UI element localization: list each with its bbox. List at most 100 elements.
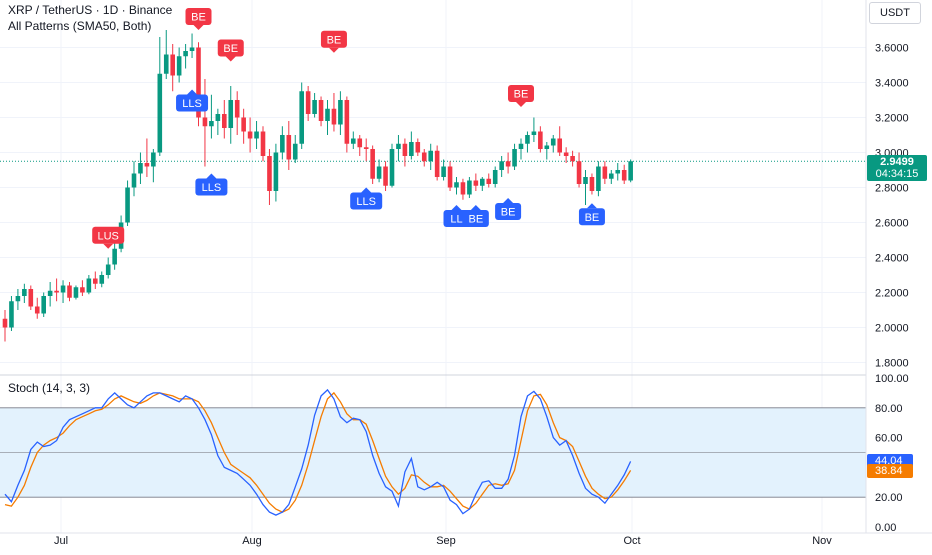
candle <box>525 131 530 153</box>
candle <box>292 135 298 163</box>
currency-selector[interactable]: USDT <box>869 2 921 24</box>
candle <box>22 283 27 303</box>
candle-body <box>47 290 53 296</box>
candle <box>273 143 279 202</box>
time-axis[interactable]: Jul Aug Sep Oct Nov <box>54 535 832 547</box>
candle <box>312 93 317 118</box>
candle <box>460 178 466 200</box>
candle-body <box>589 177 595 191</box>
candle-body <box>28 289 34 307</box>
candle-body <box>260 131 266 156</box>
candle <box>112 243 117 270</box>
candles <box>2 30 633 342</box>
candle-body <box>460 182 466 195</box>
candle-body <box>2 318 8 328</box>
candle-body <box>280 135 285 153</box>
candle <box>15 289 21 310</box>
candle-body <box>421 152 427 162</box>
candle-body <box>473 180 479 186</box>
candle-body <box>254 131 259 139</box>
candle-body <box>202 117 208 127</box>
candle-body <box>286 135 292 160</box>
time-tick-label: Jul <box>54 535 68 547</box>
pattern-label-text: LLS <box>182 98 202 110</box>
candle <box>480 177 485 191</box>
candle-body <box>163 54 169 74</box>
candle <box>151 149 156 183</box>
candle-body <box>331 108 337 125</box>
candle-body <box>383 166 388 186</box>
candle <box>99 271 105 288</box>
candle-body <box>499 161 504 170</box>
candle-body <box>247 131 253 139</box>
candle-body <box>41 296 46 314</box>
candle-body <box>518 143 524 149</box>
candle <box>2 310 8 342</box>
pattern-label: LLS <box>195 173 228 196</box>
candle-body <box>615 170 621 174</box>
candle-body <box>73 287 79 298</box>
candle-body <box>34 306 40 314</box>
candle <box>473 173 479 191</box>
candle <box>254 121 259 149</box>
candle <box>615 163 621 181</box>
candle-body <box>434 150 440 177</box>
candle <box>531 117 537 142</box>
candle <box>338 91 343 135</box>
candle <box>331 93 337 132</box>
candle <box>86 275 92 295</box>
candle <box>280 126 285 160</box>
stoch-tick-label: 100.00 <box>875 373 909 385</box>
pattern-label-pointer <box>516 102 526 107</box>
symbol-title[interactable]: XRP / TetherUS · 1D · Binance <box>8 3 173 17</box>
pattern-label: LUS <box>92 226 125 249</box>
pattern-label: BE <box>495 198 522 220</box>
candle <box>454 177 459 195</box>
pattern-label-box <box>176 94 209 112</box>
candle <box>609 170 614 184</box>
candle-body <box>15 296 21 302</box>
candle <box>499 156 504 177</box>
candle-body <box>583 177 588 184</box>
price-axis[interactable]: 1.80002.00002.20002.40002.60002.80003.00… <box>875 43 909 370</box>
candle <box>402 138 408 167</box>
candle-body <box>131 173 137 188</box>
candle-body <box>467 180 472 195</box>
candle-body <box>22 289 27 296</box>
pattern-label: BE <box>578 203 605 226</box>
pattern-label-box <box>320 30 347 48</box>
candle <box>67 282 72 302</box>
time-tick-label: Sep <box>436 535 456 547</box>
stoch-title[interactable]: Stoch (14, 3, 3) <box>8 381 91 395</box>
candle <box>222 100 227 139</box>
candle-body <box>402 143 408 156</box>
pattern-label-pointer <box>586 203 597 209</box>
pattern-label: LLS <box>176 89 209 112</box>
pattern-label-pointer <box>470 205 481 210</box>
pattern-label-text: LUS <box>97 230 118 242</box>
pattern-label-box <box>578 208 605 226</box>
candle <box>215 108 221 135</box>
pattern-label-box <box>92 226 125 244</box>
candle <box>550 135 556 153</box>
pattern-label-text: LLS <box>202 182 222 194</box>
candle-body <box>222 114 227 128</box>
candle <box>28 285 34 310</box>
candle-body <box>396 143 401 149</box>
pattern-label-pointer <box>206 173 217 179</box>
candle-body <box>151 152 156 167</box>
candle-body <box>125 187 130 223</box>
pattern-label: BE <box>320 30 347 53</box>
candle-body <box>357 138 363 148</box>
candle-body <box>609 173 614 179</box>
pattern-label-pointer <box>503 198 514 203</box>
candle <box>60 280 66 303</box>
candle <box>125 180 130 226</box>
candle <box>318 96 324 127</box>
pattern-label-text: BE <box>223 43 238 55</box>
candle-body <box>215 114 221 121</box>
indicator-title[interactable]: All Patterns (SMA50, Both) <box>8 19 152 33</box>
stoch-d-tag: 38.84 <box>867 464 913 479</box>
candle-body <box>370 149 375 179</box>
